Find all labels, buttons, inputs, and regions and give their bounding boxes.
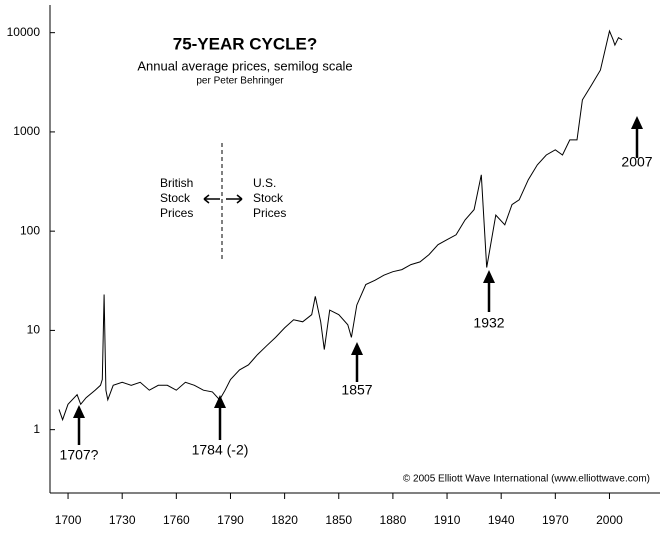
annotation: 1784 (-2) xyxy=(192,442,249,458)
x-tick-label: 1790 xyxy=(217,513,244,527)
x-tick-label: 1910 xyxy=(434,513,461,527)
region-label: Prices xyxy=(253,206,286,220)
y-tick-label: 1000 xyxy=(13,124,40,138)
y-tick-label: 10 xyxy=(27,323,41,337)
annotation: 2007 xyxy=(621,154,652,170)
y-tick-label: 10000 xyxy=(7,25,41,39)
x-tick-label: 1700 xyxy=(55,513,82,527)
annotation-arrowhead xyxy=(73,405,85,418)
region-label: British xyxy=(160,176,193,190)
annotation-arrowhead xyxy=(631,116,643,129)
region-label: Prices xyxy=(160,206,193,220)
region-label: Stock xyxy=(253,191,284,205)
region-label: U.S. xyxy=(253,176,276,190)
annotation: 1932 xyxy=(473,315,504,331)
credit: per Peter Behringer xyxy=(196,76,284,87)
x-tick-label: 1880 xyxy=(380,513,407,527)
annotation: 1857 xyxy=(341,382,372,398)
x-tick-label: 1820 xyxy=(271,513,298,527)
annotation-arrowhead xyxy=(214,395,226,408)
divider-arrows xyxy=(203,194,243,204)
chart-subtitle: Annual average prices, semilog scale xyxy=(137,58,352,73)
x-tick-label: 1730 xyxy=(109,513,136,527)
annotation: 1707? xyxy=(60,447,99,463)
chart-title: 75-YEAR CYCLE? xyxy=(173,34,318,53)
price-line xyxy=(58,29,623,422)
annotation-arrowhead xyxy=(483,270,495,283)
x-tick-label: 1970 xyxy=(542,513,569,527)
x-tick-label: 1850 xyxy=(325,513,352,527)
y-tick-label: 100 xyxy=(20,223,40,237)
x-tick-label: 1940 xyxy=(488,513,515,527)
annotation-arrowhead xyxy=(351,342,363,355)
x-tick-label: 1760 xyxy=(163,513,190,527)
copyright: © 2005 Elliott Wave International (www.e… xyxy=(403,474,650,485)
x-tick-label: 2000 xyxy=(596,513,623,527)
region-label: Stock xyxy=(160,191,191,205)
y-tick-label: 1 xyxy=(33,422,40,436)
